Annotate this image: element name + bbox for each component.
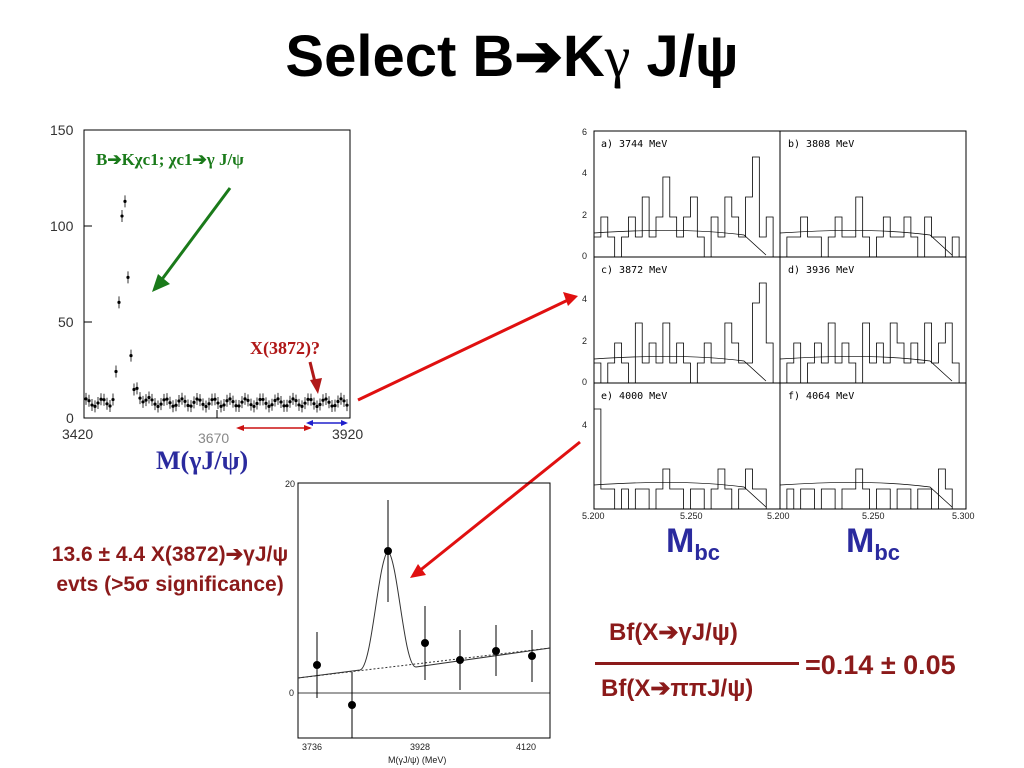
red-arrow-to-bottom bbox=[417, 440, 581, 574]
grid-ytick-4c: 4 bbox=[582, 420, 588, 430]
panel-f-label: f) 4064 MeV bbox=[788, 391, 855, 402]
grid-ytick-0: 0 bbox=[582, 251, 588, 261]
left-plot-frame bbox=[83, 129, 351, 419]
x3872-arrow-head bbox=[310, 378, 322, 394]
grid-ytick-2b: 2 bbox=[582, 336, 588, 346]
grid-xtick-5250a: 5.250 bbox=[680, 511, 703, 521]
significance-text: 13.6 ± 4.4 X(3872)➔γJ/ψ evts (>5σ signif… bbox=[10, 540, 330, 600]
red-arrow-to-grid bbox=[357, 298, 569, 402]
grid-xtick-5200b: 5.200 bbox=[767, 511, 790, 521]
grid-xtick-5300: 5.300 bbox=[952, 511, 975, 521]
panel-a-label: a) 3744 MeV bbox=[601, 139, 668, 150]
left-ytick-0: 0 bbox=[66, 410, 74, 426]
ratio-numerator: Bf(X➔γJ/ψ) bbox=[609, 619, 738, 646]
branching-ratio: Bf(X➔γJ/ψ) =0.14 ± 0.05 Bf(X➔ππJ/ψ) bbox=[595, 618, 1015, 718]
significance-line-1: 13.6 ± 4.4 X(3872)➔γJ/ψ bbox=[51, 543, 289, 566]
left-ytick-150: 150 bbox=[50, 122, 74, 138]
panel-c-label: c) 3872 MeV bbox=[601, 265, 668, 276]
title-arrow: ➔ bbox=[514, 24, 563, 89]
mbc-label-left: Mbc bbox=[666, 522, 721, 565]
grid-frame bbox=[593, 130, 967, 510]
bottom-fit-curve bbox=[297, 550, 551, 679]
left-xtick-3420: 3420 bbox=[62, 426, 94, 442]
x3872-annotation: X(3872)? bbox=[250, 338, 320, 358]
bottom-background bbox=[297, 647, 551, 679]
panel-b-label: b) 3808 MeV bbox=[788, 139, 855, 150]
left-data-points bbox=[84, 195, 349, 413]
bottom-xtick-4120: 4120 bbox=[516, 742, 537, 752]
panel-d-label: d) 3936 MeV bbox=[788, 265, 855, 276]
mbc-label-right: Mbc bbox=[846, 522, 901, 565]
green-arrow-line bbox=[158, 187, 232, 283]
x3872-arrow-line bbox=[308, 361, 318, 387]
bottom-xlabel: M(γJ/ψ) (MeV) bbox=[388, 755, 447, 765]
bottom-ytick-20: 20 bbox=[285, 479, 296, 489]
left-ytick-100: 100 bbox=[50, 218, 74, 234]
grid-xtick-5250b: 5.250 bbox=[862, 511, 885, 521]
title-jpsi: J/ψ bbox=[630, 24, 739, 89]
title-prefix: Select B bbox=[285, 24, 515, 89]
grid-ytick-0b: 0 bbox=[582, 377, 588, 387]
grid-ytick-2: 2 bbox=[582, 210, 588, 220]
grid-xtick-5200a: 5.200 bbox=[582, 511, 605, 521]
significance-line-2: evts (>5σ significance) bbox=[56, 573, 284, 596]
panel-e-label: e) 4000 MeV bbox=[601, 391, 668, 402]
chi-annotation: B➔Kχc1; χc1➔γ J/ψ bbox=[96, 150, 244, 169]
left-xtick-3920: 3920 bbox=[332, 426, 364, 442]
left-xtick-3670: 3670 bbox=[198, 430, 230, 446]
bottom-xtick-3736: 3736 bbox=[302, 742, 323, 752]
bottom-xtick-3928: 3928 bbox=[410, 742, 431, 752]
left-xlabel: M(γJ/ψ) bbox=[156, 446, 249, 475]
ratio-value: =0.14 ± 0.05 bbox=[805, 650, 956, 680]
slide-title: Select B➔Kγ J/ψ bbox=[0, 22, 1024, 90]
bottom-data-points bbox=[313, 500, 536, 738]
title-k: K bbox=[562, 24, 605, 89]
grid-ytick-6: 6 bbox=[582, 127, 588, 137]
title-gamma: γ bbox=[604, 24, 631, 89]
grid-ytick-4b: 4 bbox=[582, 294, 588, 304]
grid-histograms bbox=[593, 156, 966, 510]
bottom-ytick-0: 0 bbox=[289, 688, 295, 698]
grid-ytick-4: 4 bbox=[582, 168, 588, 178]
ratio-fraction-bar bbox=[595, 662, 799, 665]
green-arrow-head bbox=[152, 274, 170, 292]
left-ytick-50: 50 bbox=[58, 314, 74, 330]
bottom-frame bbox=[297, 482, 551, 739]
ratio-denominator: Bf(X➔ππJ/ψ) bbox=[601, 675, 754, 702]
